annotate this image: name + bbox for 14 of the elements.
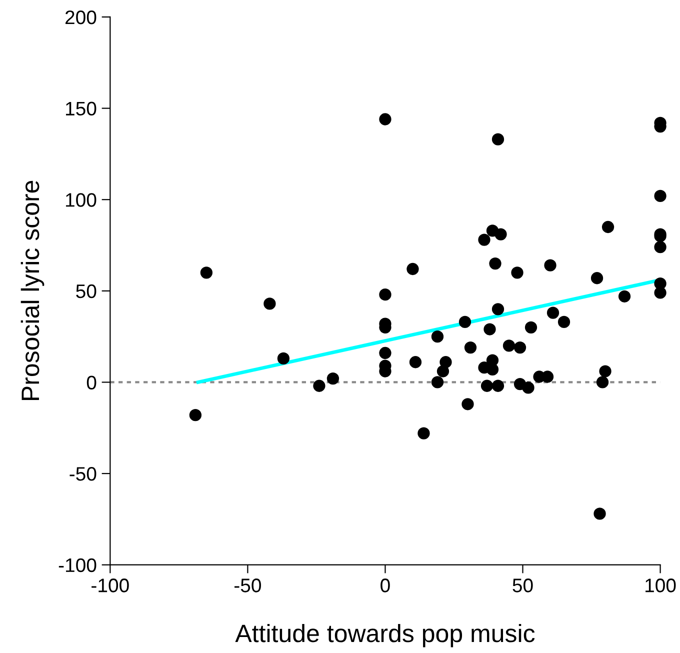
y-tick-label: -100	[58, 558, 96, 572]
y-tick-label: 100	[66, 193, 96, 207]
y-axis-title: Prosocial lyric score	[20, 180, 44, 400]
y-tick-label: 150	[66, 102, 96, 116]
y-tick-label: 0	[86, 376, 96, 390]
x-tick-label: 50	[512, 578, 533, 592]
y-tick-label: 200	[66, 10, 96, 24]
y-tick-label: 50	[76, 284, 96, 298]
x-axis-title: Attitude towards pop music	[235, 624, 535, 648]
x-tick-label: -50	[234, 578, 261, 592]
x-tick-label: 0	[380, 578, 390, 592]
x-tick-label: -100	[92, 578, 129, 592]
x-tick-label: 100	[646, 578, 676, 592]
y-tick-label: -50	[70, 467, 96, 481]
